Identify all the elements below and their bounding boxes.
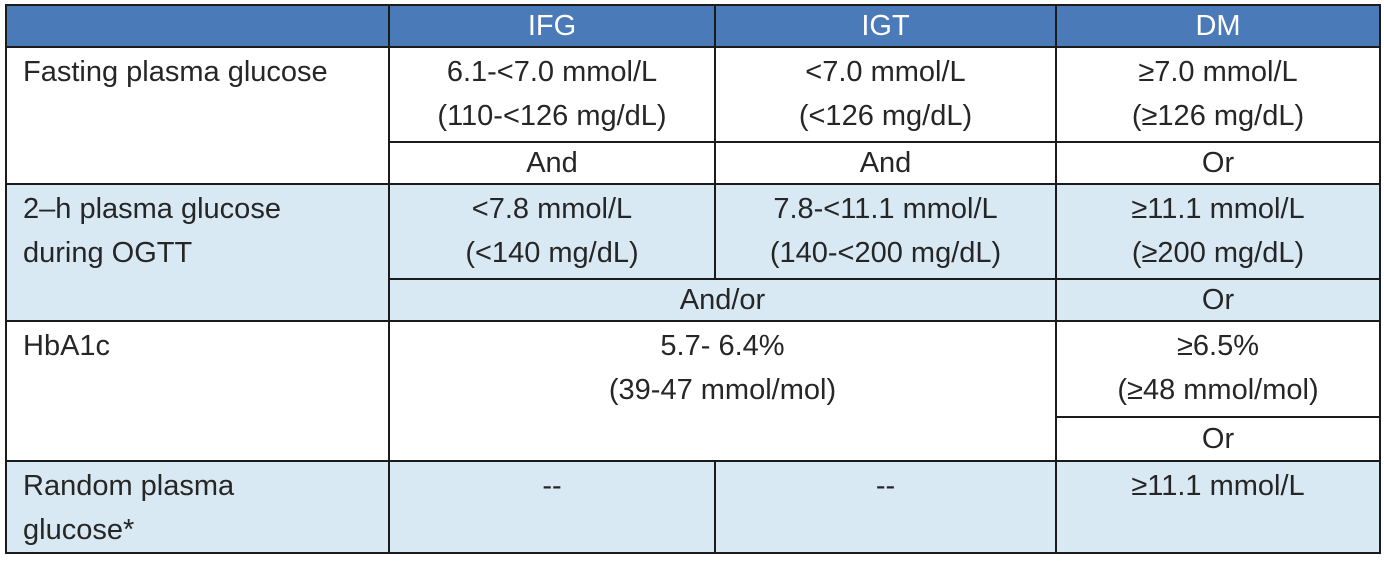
cell-ogtt-dm: ≥11.1 mmol/L (≥200 mg/dL) <box>1055 183 1381 280</box>
conj-ogtt-dm: Or <box>1055 278 1381 322</box>
table-row-random: Random plasma glucose* -- -- ≥11.1 mmol/… <box>5 460 1381 554</box>
cell-fasting-ifg: 6.1-<7.0 mmol/L (110-<126 mg/dL) <box>388 46 716 143</box>
conj-hba1c-dm: Or <box>1055 416 1381 462</box>
table-row-fasting-conjunction: And And Or <box>6 141 1381 185</box>
conj-fasting-igt: And <box>714 141 1057 185</box>
conj-ogtt-ifg-igt: And/or <box>388 278 1057 322</box>
header-ifg: IFG <box>388 4 716 48</box>
header-corner-cell <box>5 4 390 48</box>
diagnostic-criteria-table-wrapper: IFG IGT DM Fasting plasma glucose 6.1-<7… <box>5 4 1381 554</box>
cell-random-ifg: -- <box>388 460 716 554</box>
table-row-ogtt: 2–h plasma glucose during OGTT <7.8 mmol… <box>5 183 1381 322</box>
table-row-ogtt-conjunction: And/or Or <box>6 278 1381 322</box>
table-row-fasting: Fasting plasma glucose 6.1-<7.0 mmol/L (… <box>5 46 1381 185</box>
header-igt: IGT <box>714 4 1057 48</box>
row-label-hba1c: HbA1c <box>5 320 390 462</box>
header-dm: DM <box>1055 4 1381 48</box>
table-row-hba1c: HbA1c 5.7- 6.4% (39-47 mmol/mol) ≥6.5% (… <box>5 320 1381 462</box>
cell-hba1c-dm: ≥6.5% (≥48 mmol/mol) <box>1055 320 1381 418</box>
conj-fasting-ifg: And <box>388 141 716 185</box>
cell-fasting-igt: <7.0 mmol/L (<126 mg/dL) <box>714 46 1057 143</box>
cell-fasting-dm: ≥7.0 mmol/L (≥126 mg/dL) <box>1055 46 1381 143</box>
cell-random-igt: -- <box>714 460 1057 554</box>
cell-ogtt-igt: 7.8-<11.1 mmol/L (140-<200 mg/dL) <box>714 183 1057 280</box>
cell-ogtt-ifg: <7.8 mmol/L (<140 mg/dL) <box>388 183 716 280</box>
conj-fasting-dm: Or <box>1055 141 1381 185</box>
diagnostic-criteria-table: IFG IGT DM Fasting plasma glucose 6.1-<7… <box>5 4 1381 554</box>
cell-random-dm: ≥11.1 mmol/L <box>1055 460 1381 554</box>
row-label-fasting: Fasting plasma glucose <box>5 46 390 185</box>
row-label-ogtt: 2–h plasma glucose during OGTT <box>5 183 390 322</box>
header-row: IFG IGT DM <box>5 4 1381 48</box>
cell-hba1c-ifg-igt: 5.7- 6.4% (39-47 mmol/mol) <box>388 320 1057 462</box>
row-label-random: Random plasma glucose* <box>5 460 390 554</box>
table-row-hba1c-conjunction: Or <box>6 416 1381 462</box>
